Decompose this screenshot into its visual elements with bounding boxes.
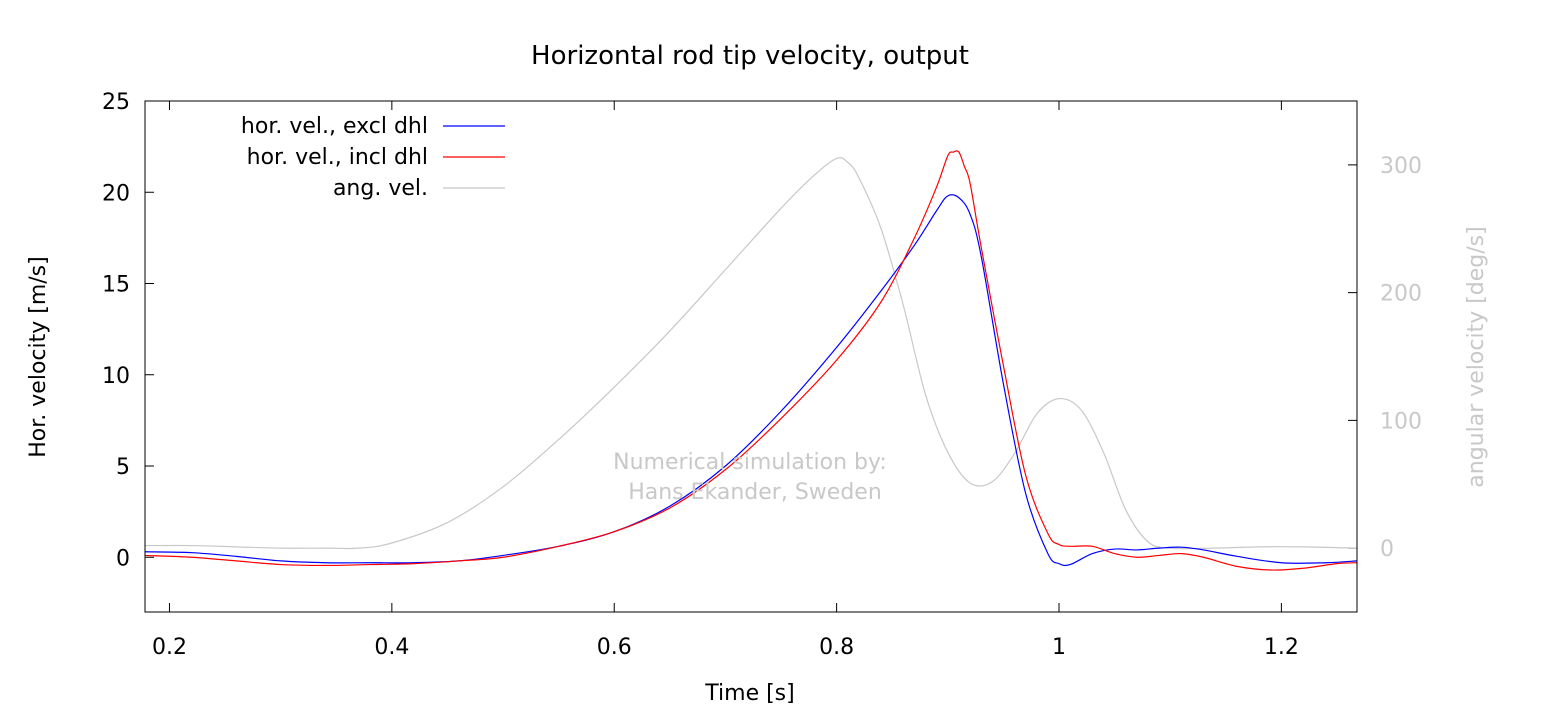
legend-label-1: hor. vel., incl dhl [247,145,428,170]
y2-tick-label: 200 [1380,282,1422,307]
y-tick-label: 20 [102,181,130,206]
y-tick-label: 5 [116,455,130,480]
series-line-2 [144,157,1358,550]
y-tick-label: 25 [102,90,130,115]
annotation-line-1: Numerical simulation by: [613,450,887,475]
series-layer [144,150,1358,571]
y2-axis-label: angular velocity [deg/s] [1464,226,1489,487]
annotation-line-2: Hans Ekander, Sweden [628,480,882,505]
y2-tick-label: 0 [1380,537,1394,562]
x-tick-label: 0.6 [597,635,632,660]
x-axis-label: Time [s] [704,681,794,706]
y-tick-label: 15 [102,273,130,298]
x-tick-label: 0.2 [152,635,187,660]
plot-area-border [144,100,1358,613]
x-tick-label: 1.2 [1264,635,1299,660]
x-tick-label: 0.4 [374,635,409,660]
series-line-1 [144,150,1358,571]
y-axis-label: Hor. velocity [m/s] [26,256,51,457]
y-tick-label: 0 [116,546,130,571]
y-tick-label: 10 [102,364,130,389]
y2-tick-label: 100 [1380,409,1422,434]
series-line-0 [144,194,1358,567]
legend-label-0: hor. vel., excl dhl [241,114,428,139]
tick-labels: 0.2 0.4 0.6 0.8 1 1.2 0 5 10 15 20 25 0 100 200 300 [102,90,1422,660]
x-tick-label: 0.8 [819,635,854,660]
legend: hor. vel., excl dhl hor. vel., incl dhl an… [241,114,505,201]
y2-tick-label: 300 [1380,154,1422,179]
axis-ticks [145,100,1357,612]
chart-title: Horizontal rod tip velocity, output [531,41,969,71]
legend-label-2: ang. vel. [333,176,428,201]
x-tick-label: 1 [1052,635,1066,660]
